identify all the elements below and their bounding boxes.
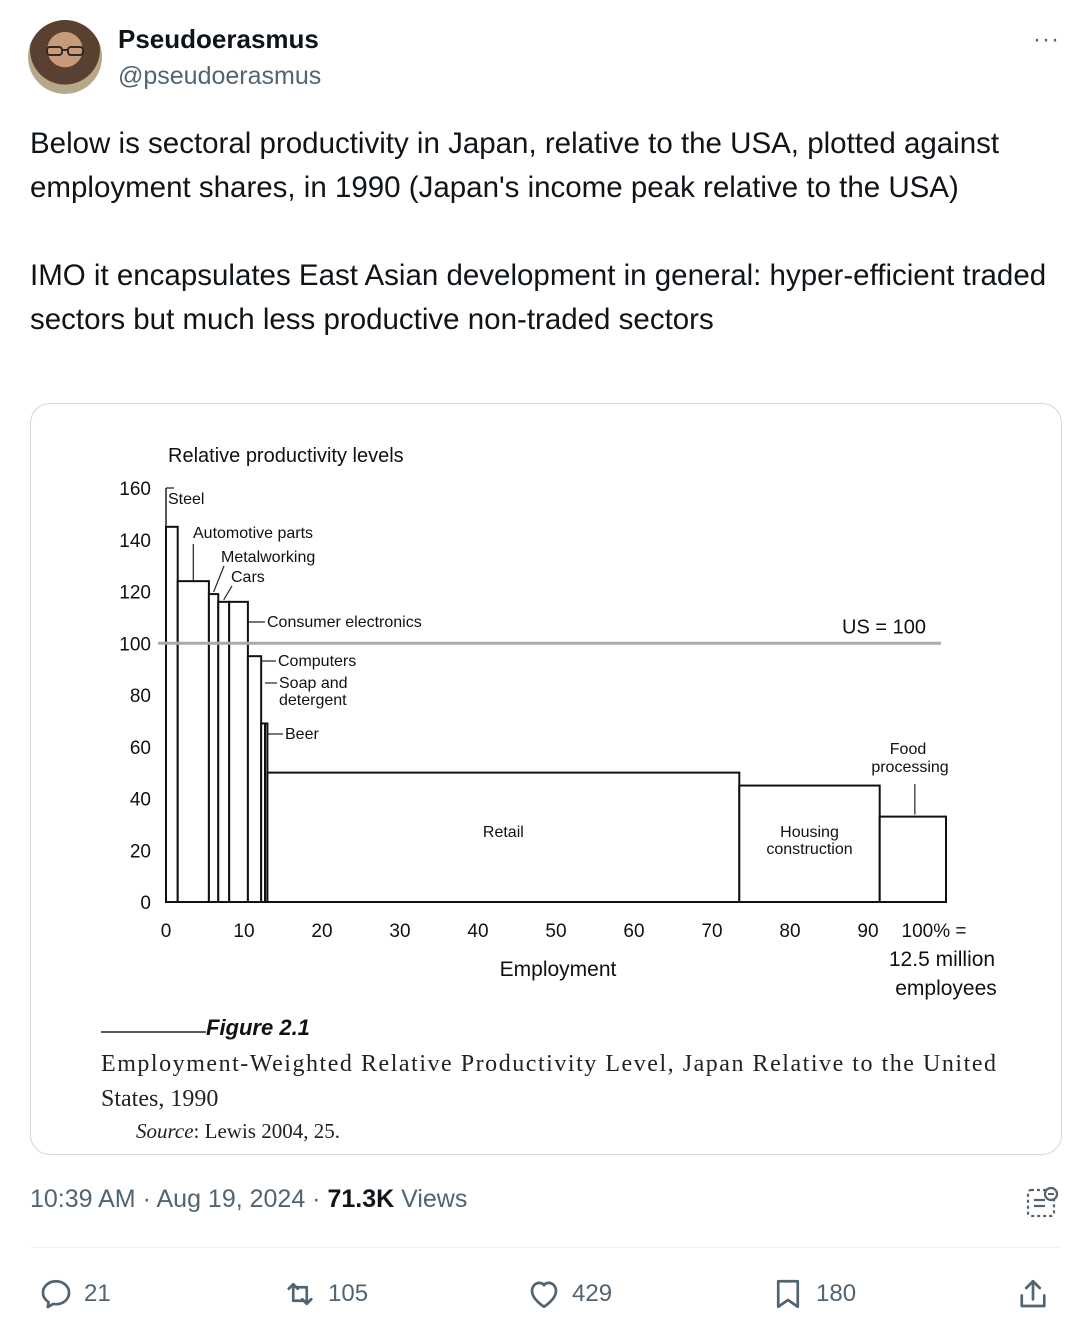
bookmark-button[interactable]: 180 (770, 1268, 856, 1320)
y-tick-label: 140 (119, 531, 151, 552)
heart-icon (530, 1281, 558, 1309)
y-axis-title: Relative productivity levels (168, 445, 404, 467)
productivity-chart: Relative productivity levels 0 20 40 60 80 10… (101, 445, 997, 1143)
analytics-icon[interactable] (1025, 1184, 1061, 1220)
bar-label-computers: Computers (278, 653, 356, 670)
reply-count: 21 (84, 1280, 111, 1307)
x-tick-label: 70 (701, 921, 722, 942)
bar-consumer-electronics (228, 600, 249, 903)
tweet-text: Below is sectoral productivity in Japan,… (30, 122, 1065, 342)
bar-automotive-parts (176, 580, 210, 903)
x-tick-label: 30 (389, 921, 410, 942)
figure-caption-line1: Employment-Weighted Relative Productivit… (101, 1051, 996, 1077)
views-label: Views (394, 1185, 468, 1213)
bar-label-housing-line1: Housing (780, 824, 839, 841)
x-tick-label: 40 (467, 921, 488, 942)
views-count: 71.3K (327, 1185, 395, 1213)
x-tick-label-100: 100% = (902, 921, 967, 942)
bookmark-icon (776, 1279, 800, 1309)
glasses-icon (46, 46, 84, 56)
figure-source: Source: Lewis 2004, 25. (136, 1119, 340, 1143)
tweet-time[interactable]: 10:39 AM (30, 1185, 136, 1213)
bar-metalworking (207, 593, 220, 903)
y-tick-label: 0 (140, 893, 151, 914)
bar-label-automotive-parts: Automotive parts (193, 525, 313, 542)
y-tick-label: 60 (130, 738, 151, 759)
y-tick-label: 160 (119, 479, 151, 500)
bar-label-cars: Cars (231, 569, 265, 586)
y-tick-label: 20 (130, 841, 151, 862)
tweet-meta: 10:39 AM · Aug 19, 2024 · 71.3K Views (30, 1185, 467, 1214)
us-reference-label: US = 100 (842, 616, 926, 638)
figure-caption-line2: States, 1990 (101, 1086, 218, 1112)
bar-steel (165, 525, 179, 903)
author-handle[interactable]: @pseudoerasmus (118, 62, 322, 90)
meta-separator: · (135, 1185, 157, 1213)
reply-icon (41, 1279, 71, 1309)
bar-label-soap-line1: Soap and (279, 675, 348, 692)
share-icon (1020, 1279, 1046, 1308)
x-tick-label: 80 (779, 921, 800, 942)
more-options-icon[interactable]: ··· (1033, 26, 1060, 53)
x-tick-label: 90 (857, 921, 878, 942)
y-tick-label: 120 (119, 583, 151, 604)
y-tick-label: 40 (130, 790, 151, 811)
bar-label-beer: Beer (285, 726, 319, 743)
x-tick-label: 50 (545, 921, 566, 942)
author-avatar[interactable] (28, 20, 102, 94)
bar-housing-construction (738, 784, 881, 903)
divider (30, 1247, 1060, 1248)
y-tick-label: 100 (119, 634, 151, 655)
x-tick-label: 10 (233, 921, 254, 942)
bar-label-retail: Retail (483, 824, 524, 841)
tweet-date[interactable]: Aug 19, 2024 (156, 1185, 306, 1213)
figure-number: Figure 2.1 (206, 1015, 310, 1040)
reply-button[interactable]: 21 (38, 1268, 111, 1320)
tweet-image[interactable]: Relative productivity levels 0 20 40 60 80 10… (30, 403, 1062, 1155)
bar-label-housing-line2: construction (766, 841, 852, 858)
repost-count: 105 (328, 1280, 369, 1307)
share-button[interactable] (1015, 1268, 1061, 1320)
bar-label-consumer-electronics: Consumer electronics (267, 614, 422, 631)
like-button[interactable]: 429 (526, 1268, 612, 1320)
like-count: 429 (572, 1280, 613, 1307)
x-tick-label: 20 (311, 921, 332, 942)
bar-label-steel: Steel (168, 491, 204, 508)
x-axis-note-line2: employees (895, 977, 997, 1000)
bookmark-count: 180 (816, 1280, 857, 1307)
callout-line (213, 565, 225, 593)
repost-icon (287, 1282, 313, 1306)
callout-line (223, 585, 233, 601)
x-axis-note-line1: 12.5 million (889, 948, 995, 971)
repost-button[interactable]: 105 (282, 1268, 368, 1320)
x-tick-label: 0 (161, 921, 172, 942)
bar-cars (217, 600, 231, 903)
tweet-paragraph-2: IMO it encapsulates East Asian developme… (30, 259, 1047, 336)
author-display-name[interactable]: Pseudoerasmus (118, 24, 319, 54)
bar-computers (246, 655, 263, 903)
bar-label-metalworking: Metalworking (221, 549, 315, 566)
y-tick-label: 80 (130, 686, 151, 707)
tweet-paragraph-1: Below is sectoral productivity in Japan,… (30, 127, 1000, 204)
x-axis-title: Employment (500, 958, 617, 981)
source-label: Source (136, 1119, 194, 1143)
x-tick-label: 60 (623, 921, 644, 942)
bar-food-processing (878, 815, 948, 903)
meta-separator: · (305, 1185, 328, 1213)
bar-label-food-line2: processing (871, 759, 948, 776)
tweet-header: Pseudoerasmus @pseudoerasmus ··· (28, 20, 1068, 100)
bar-label-food-line1: Food (890, 741, 926, 758)
bar-label-soap-line2: detergent (279, 692, 347, 709)
source-text: : Lewis 2004, 25. (194, 1119, 340, 1143)
tweet-actions: 21 105 429 180 (30, 1268, 1060, 1320)
